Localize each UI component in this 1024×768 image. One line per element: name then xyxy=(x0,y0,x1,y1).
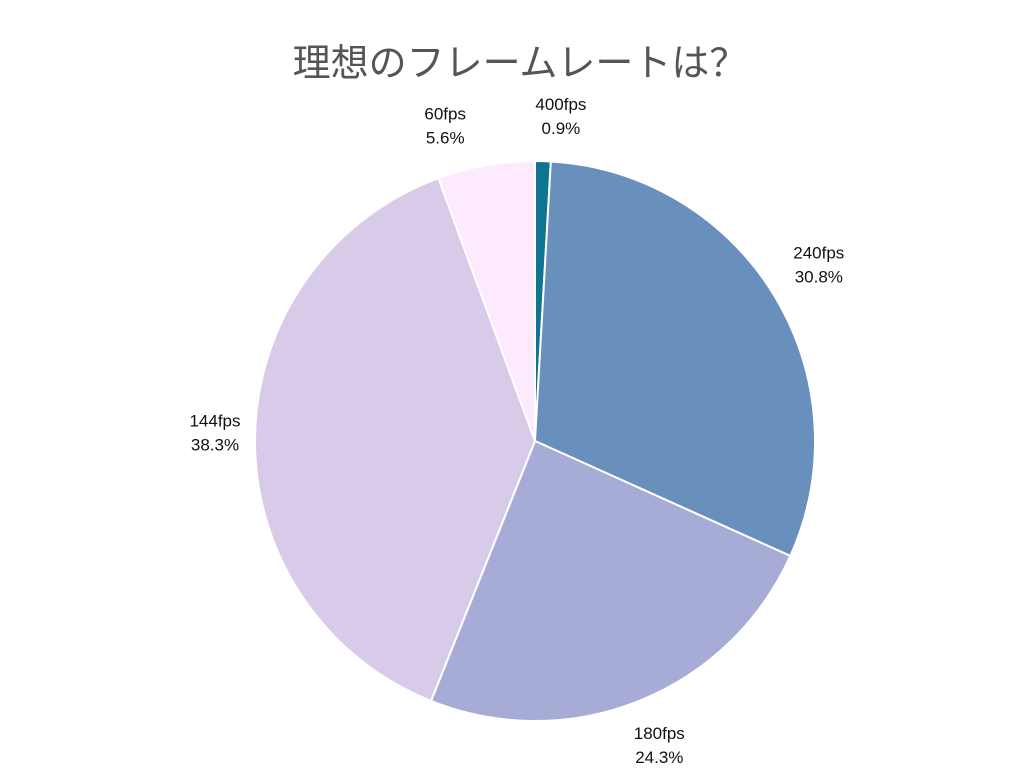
slice-name: 400fps xyxy=(535,95,586,114)
pie-slice-240fps xyxy=(533,160,816,558)
pie-slice-144fps xyxy=(254,176,537,703)
slice-label-240fps: 240fps 30.8% xyxy=(793,244,844,287)
slice-name: 240fps xyxy=(793,244,844,263)
slice-label-400fps: 400fps 0.9% xyxy=(535,95,586,138)
slice-name: 180fps xyxy=(634,724,685,743)
slice-percent: 30.8% xyxy=(795,268,843,287)
slice-label-144fps: 144fps 38.3% xyxy=(189,412,240,455)
slice-name: 144fps xyxy=(189,412,240,431)
pie-slice-60fps xyxy=(437,159,536,442)
pie-slice-180fps xyxy=(429,439,792,722)
slice-percent: 24.3% xyxy=(635,748,683,767)
pie-slices xyxy=(254,159,816,722)
slice-percent: 38.3% xyxy=(191,436,239,455)
pie-labels: 400fps 0.9% 240fps 30.8% 180fps 24.3% 144fps 38… xyxy=(189,95,844,767)
slice-label-60fps: 60fps 5.6% xyxy=(424,105,466,148)
slice-label-180fps: 180fps 24.3% xyxy=(634,724,685,767)
slice-percent: 0.9% xyxy=(542,119,581,138)
slice-name: 60fps xyxy=(424,105,466,124)
chart-title: 理想のフレームレートは？ xyxy=(293,41,748,85)
slice-percent: 5.6% xyxy=(426,129,465,148)
